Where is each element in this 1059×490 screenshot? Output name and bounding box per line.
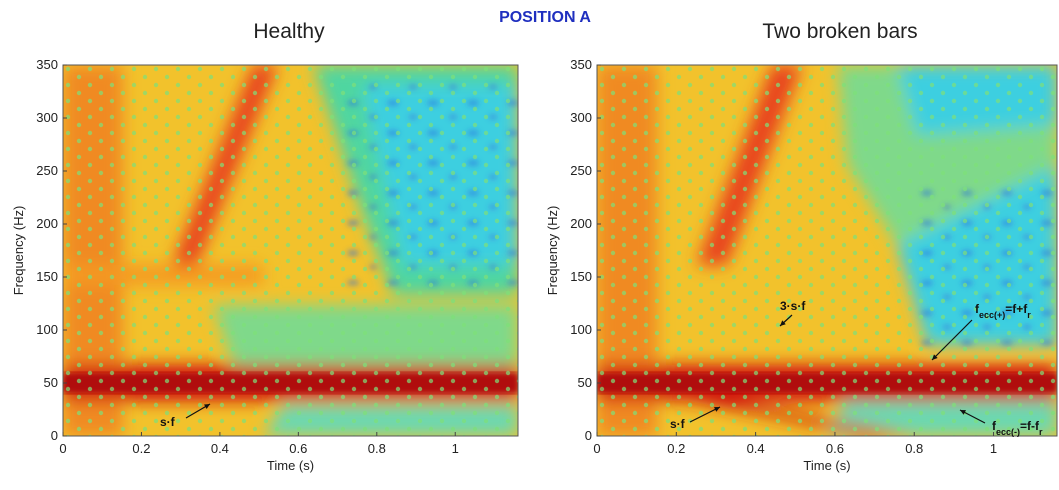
arrow-head (932, 354, 938, 360)
y-tick-label: 250 (36, 163, 58, 178)
annotation-part: r (1027, 310, 1031, 320)
y-axis-label: Frequency (Hz) (11, 206, 26, 296)
annotation-part: f (975, 302, 980, 316)
y-tick-label: 350 (36, 57, 58, 72)
x-tick-label: 0.4 (211, 441, 229, 456)
plot-frame (62, 64, 519, 437)
y-tick-label: 250 (570, 163, 592, 178)
y-tick-label: 100 (36, 322, 58, 337)
panel-title: Two broken bars (762, 20, 917, 43)
annotation: fecc(-)=f-fr (992, 419, 1043, 437)
annotation-part: ecc(+) (979, 310, 1005, 320)
heatmap (63, 65, 518, 436)
y-tick-label: 0 (51, 428, 58, 443)
x-tick-label: 0 (59, 441, 66, 456)
y-tick-label: 150 (36, 269, 58, 284)
annotation-arrow (689, 406, 721, 423)
annotation-part: =f+f (1005, 302, 1028, 316)
y-tick-label: 300 (36, 110, 58, 125)
plot-frame (596, 64, 1058, 437)
y-tick-label: 350 (570, 57, 592, 72)
annotation-part: s·f (160, 415, 176, 429)
x-tick-label: 0.2 (132, 441, 150, 456)
annotation-part: r (1039, 427, 1043, 437)
y-tick-label: 50 (44, 375, 58, 390)
heatmap (597, 65, 1057, 436)
x-tick-label: 0.6 (289, 441, 307, 456)
annotation-part: =f-f (1020, 419, 1040, 433)
x-tick-label: 0 (593, 441, 600, 456)
y-axis-label: Frequency (Hz) (545, 206, 560, 296)
x-axis-label: Time (s) (803, 458, 850, 473)
annotation: s·f (670, 417, 686, 431)
annotation: s·f (160, 415, 176, 429)
annotation-part: s·f (670, 417, 686, 431)
arrow-head (960, 410, 966, 415)
y-tick-label: 50 (578, 375, 592, 390)
x-tick-label: 0.6 (826, 441, 844, 456)
x-axis-label: Time (s) (267, 458, 314, 473)
annotation-part: 3·s·f (780, 299, 806, 313)
x-tick-label: 1 (452, 441, 459, 456)
y-tick-label: 150 (570, 269, 592, 284)
arrow-head (780, 320, 786, 326)
annotation-arrow (931, 319, 973, 361)
y-tick-label: 200 (36, 216, 58, 231)
annotation-part: ecc(-) (996, 427, 1020, 437)
y-tick-label: 300 (570, 110, 592, 125)
arrow-head (204, 404, 210, 409)
y-tick-label: 100 (570, 322, 592, 337)
arrow-head (714, 407, 720, 412)
annotation-part: f (992, 419, 997, 433)
x-tick-label: 0.8 (905, 441, 923, 456)
x-tick-label: 0.4 (747, 441, 765, 456)
x-tick-label: 0.8 (368, 441, 386, 456)
panel-title: Healthy (253, 20, 325, 43)
y-tick-label: 0 (585, 428, 592, 443)
figure-title: POSITION A (499, 9, 591, 26)
x-tick-label: 0.2 (667, 441, 685, 456)
annotation: 3·s·f (780, 299, 806, 313)
x-tick-label: 1 (990, 441, 997, 456)
annotation: fecc(+)=f+fr (975, 302, 1031, 320)
y-tick-label: 200 (570, 216, 592, 231)
